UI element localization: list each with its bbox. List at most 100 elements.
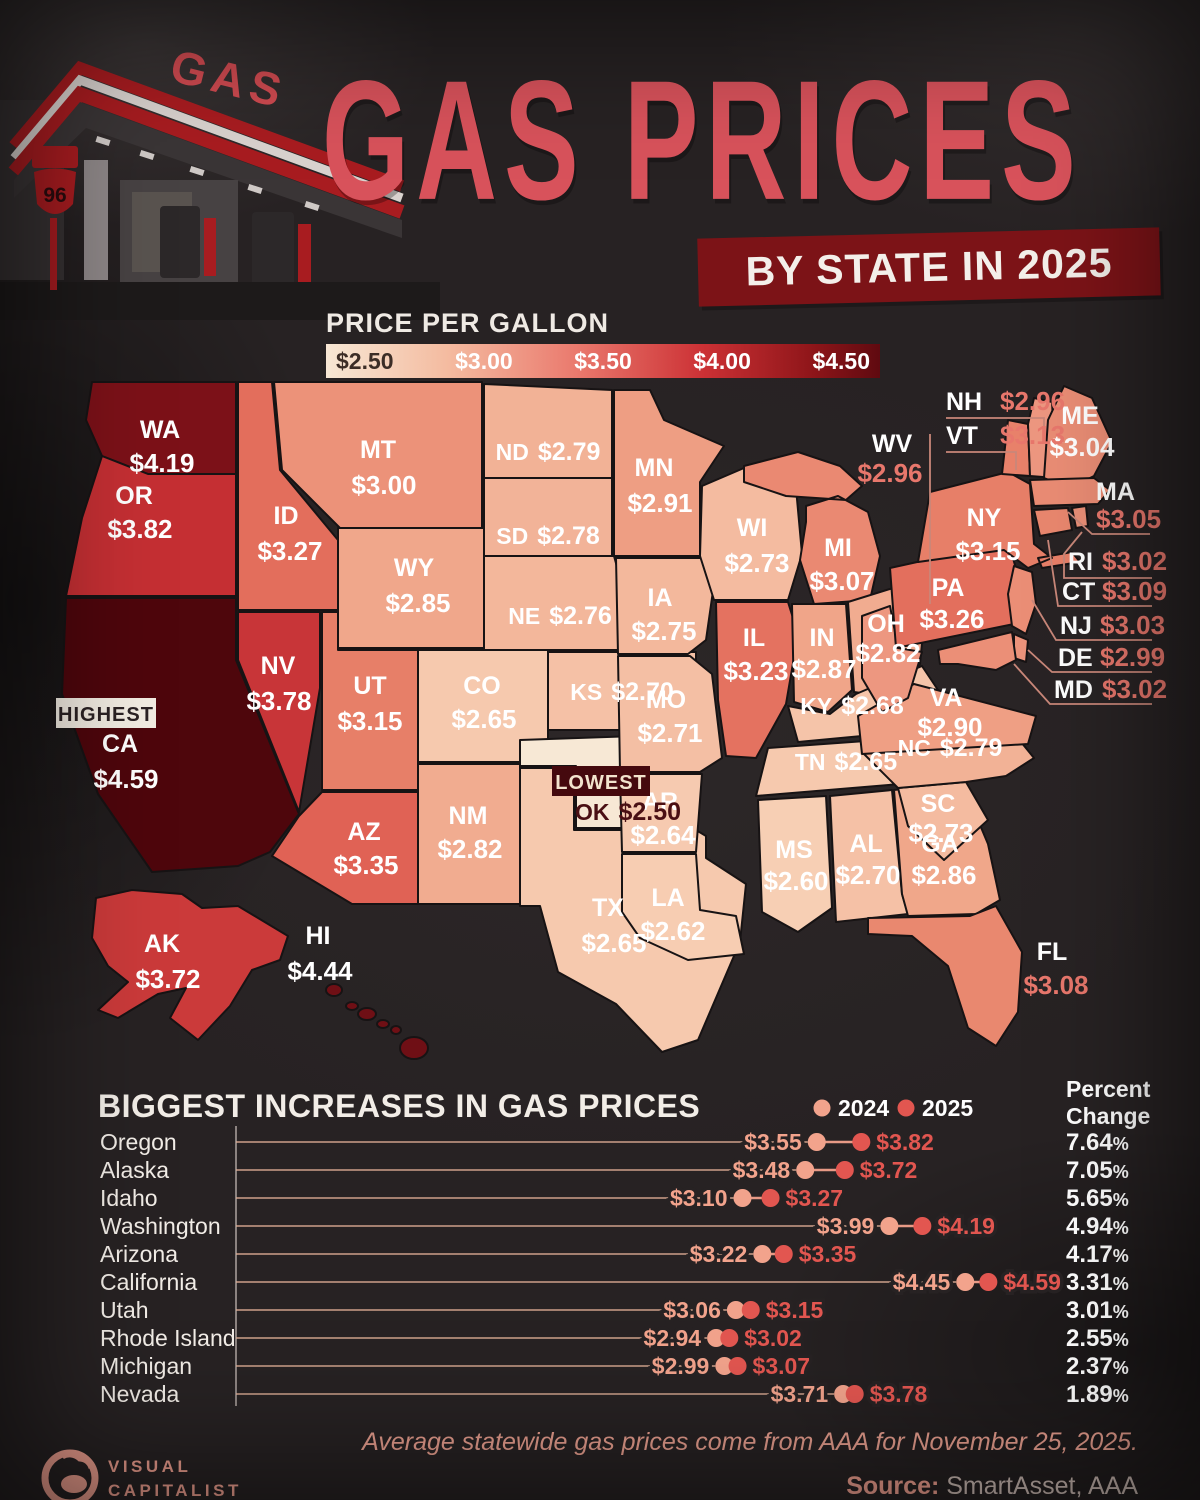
label-ks: KS $2.70: [570, 678, 674, 706]
dot-2025: [835, 1161, 854, 1179]
price-ar: $2.64: [630, 820, 696, 850]
state-or: [65, 455, 237, 597]
shield-number: 96: [43, 184, 66, 207]
logo-text-2: CAPITALIST: [108, 1481, 242, 1500]
lowest-badge: LOWEST: [552, 766, 650, 796]
callout-ri-abbr: RI: [1068, 548, 1093, 576]
label-ca: CA: [102, 730, 138, 758]
price-oh: $2.82: [855, 638, 920, 668]
label-nd: ND $2.79: [496, 438, 601, 466]
canopy-white-stripe: [10, 74, 404, 203]
state-in: [791, 603, 853, 713]
state-nj: [1007, 565, 1037, 635]
us-choropleth-map: [61, 381, 1113, 1060]
percent-change-value: 3.31%: [1066, 1269, 1129, 1296]
label-al: AL: [849, 830, 882, 858]
color-scale-bar: $2.50 $3.00 $3.50 $4.00 $4.50: [326, 344, 880, 378]
label-co: CO: [463, 672, 501, 700]
label-nm: NM: [449, 802, 488, 830]
price-ak: $3.72: [135, 964, 200, 994]
dot-2024: [733, 1189, 752, 1207]
price-2025-label: $3.35: [799, 1241, 857, 1267]
callout-de-abbr: DE: [1058, 644, 1093, 672]
price-ms: $2.60: [763, 866, 828, 896]
gas-station-illustration: GAS 96: [0, 39, 440, 320]
price-2024-label: $3.06: [663, 1297, 721, 1323]
label-az: AZ: [347, 818, 380, 846]
legend-2024-label: 2024: [838, 1095, 889, 1121]
label-tn: TN $2.65: [795, 748, 897, 776]
label-sd-abbr: SD: [496, 523, 528, 549]
label-ms: MS: [775, 836, 813, 864]
label-tx: TX: [592, 894, 624, 922]
label-sc: SC: [921, 790, 956, 818]
price-nv: $3.78: [246, 686, 311, 716]
callout-md-price: $3.02: [1102, 674, 1167, 704]
price-mn: $2.91: [627, 488, 692, 518]
dot-2025: [913, 1217, 932, 1235]
row-state-label: Washington: [100, 1213, 221, 1239]
percent-change-value: 4.94%: [1066, 1213, 1129, 1240]
price-ia: $2.75: [631, 616, 696, 646]
percent-change-value: 3.01%: [1066, 1297, 1129, 1324]
callout-nj-abbr: NJ: [1060, 612, 1092, 640]
label-ne-price: $2.76: [549, 602, 612, 630]
percent-change-header: Percent: [1066, 1076, 1151, 1102]
scale-tick: $4.00: [693, 347, 751, 374]
row-state-label: California: [100, 1269, 197, 1295]
leader-md: [1013, 663, 1152, 705]
label-ny: NY: [967, 504, 1002, 532]
price-2024-label: $3.99: [817, 1213, 875, 1239]
state-ma: [1029, 477, 1111, 507]
dot-2025: [761, 1189, 780, 1207]
label-wa: WA: [140, 416, 180, 444]
label-sd-price: $2.78: [537, 522, 600, 550]
label-tn-abbr: TN: [795, 749, 826, 775]
percent-change-header-2: Change: [1066, 1103, 1150, 1129]
state-labels: WA $4.19 OR $3.82 ID $3.27 MT $3.00 WY $…: [93, 402, 1115, 1000]
dot-2025: [728, 1357, 747, 1375]
price-2025-label: $3.78: [870, 1381, 928, 1407]
price-fl: $3.08: [1023, 970, 1088, 1000]
price-mo: $2.71: [637, 718, 702, 748]
state-wv: [861, 605, 923, 713]
scale-tick: $3.50: [574, 347, 632, 374]
label-ks-price: $2.70: [611, 678, 674, 706]
price-ca: $4.59: [93, 764, 158, 794]
highest-badge: HIGHEST: [56, 698, 156, 728]
dot-2024: [880, 1217, 899, 1235]
price-nm: $2.82: [437, 834, 502, 864]
leader-nj: [1031, 599, 1152, 641]
row-state-label: Idaho: [100, 1185, 158, 1211]
price-2025-label: $3.02: [744, 1325, 802, 1351]
row-state-label: Rhode Island: [100, 1325, 236, 1351]
label-hi: HI: [306, 922, 331, 950]
label-nc-price: $2.79: [940, 734, 1003, 762]
dot-2024: [753, 1245, 772, 1263]
label-mi: MI: [824, 534, 852, 562]
price-2024-label: $2.94: [644, 1325, 702, 1351]
ceiling-lights: [95, 135, 320, 212]
percent-change-value: 1.89%: [1066, 1381, 1129, 1408]
dot-2024: [707, 1329, 726, 1347]
label-wy: WY: [394, 554, 435, 582]
callout-md-abbr: MD: [1054, 676, 1093, 704]
state-fl: [867, 905, 1023, 1047]
dot-2025: [979, 1273, 998, 1291]
label-va: VA: [930, 684, 963, 712]
dot-2024: [715, 1357, 734, 1375]
price-va: $2.90: [917, 712, 982, 742]
state-ca: [61, 597, 300, 873]
callout-de-price: $2.99: [1100, 642, 1165, 672]
label-mo: MO: [646, 686, 686, 714]
price-2025-label: $4.59: [1003, 1269, 1061, 1295]
price-mi: $3.07: [809, 566, 874, 596]
chart-title: BIGGEST INCREASES IN GAS PRICES: [98, 1088, 700, 1124]
state-nv: [237, 611, 321, 813]
state-ct: [1033, 507, 1073, 537]
label-in: IN: [810, 624, 835, 652]
shield-top-band: [32, 146, 78, 168]
logo-text-1: VISUAL: [108, 1457, 191, 1476]
label-wi: WI: [737, 514, 768, 542]
